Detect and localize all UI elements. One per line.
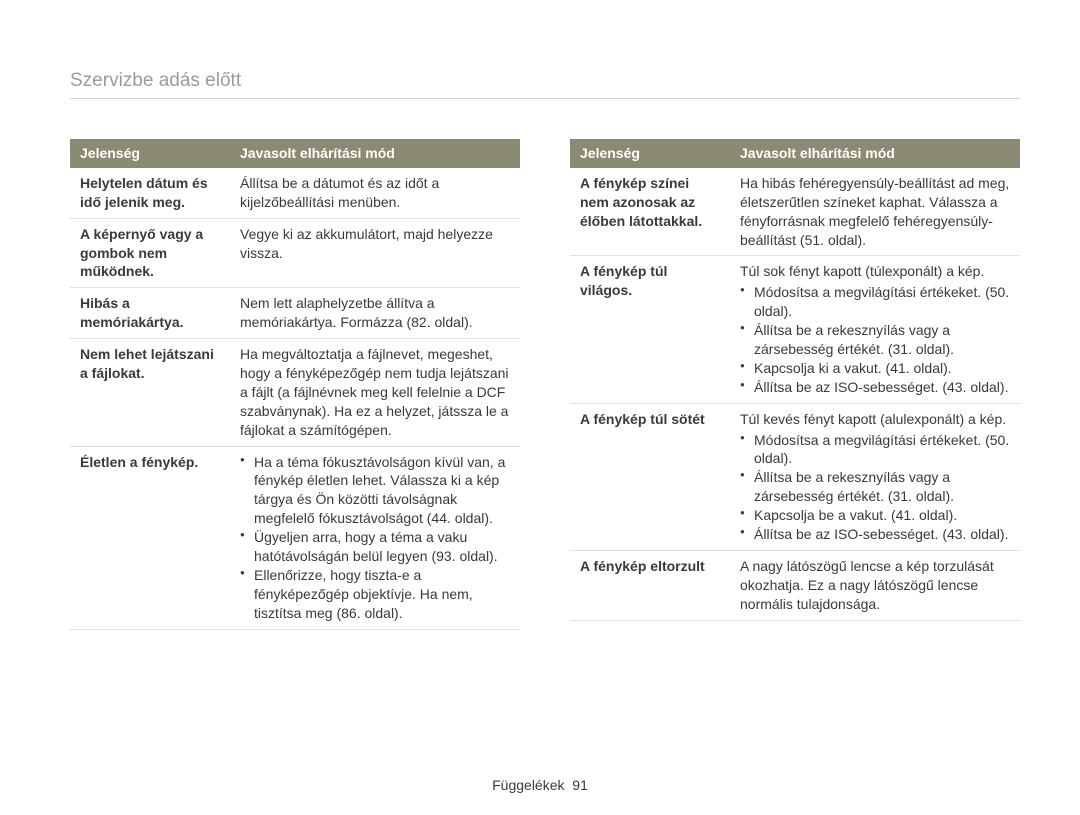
remedy-text: Nem lett alaphelyzetbe állítva a memória… xyxy=(240,294,510,332)
remedy-cell: Ha megváltoztatja a fájlnevet, megeshet,… xyxy=(230,339,520,446)
remedy-text: Állítsa be a dátumot és az időt a kijelz… xyxy=(240,174,510,212)
table-row: A képernyő vagy a gombok nem működnek. Ve… xyxy=(70,218,520,288)
footer-page-number: 91 xyxy=(572,777,588,793)
list-item: Kapcsolja be a vakut. (41. oldal). xyxy=(740,506,1010,525)
troubleshoot-table-left: Jelenség Javasolt elhárítási mód Helytel… xyxy=(70,139,520,630)
list-item: Állítsa be az ISO-sebességet. (43. oldal… xyxy=(740,525,1010,544)
remedy-list: Ha a téma fókusztávolságon kívül van, a … xyxy=(240,453,510,623)
right-column: Jelenség Javasolt elhárítási mód A fényk… xyxy=(570,139,1020,630)
footer-label: Függelékek xyxy=(492,777,564,793)
table-row: Hibás a memóriakártya. Nem lett alaphelyz… xyxy=(70,288,520,339)
table-row: A fénykép színei nem azonosak az élőben … xyxy=(570,168,1020,256)
left-column: Jelenség Javasolt elhárítási mód Helytel… xyxy=(70,139,520,630)
remedy-text: A nagy látószögű lencse a kép torzulását… xyxy=(740,557,1010,614)
list-item: Módosítsa a megvilágítási értékeket. (50… xyxy=(740,283,1010,321)
symptom-cell: Helytelen dátum és idő jelenik meg. xyxy=(70,168,230,218)
list-item: Állítsa be a rekesznyílás vagy a zársebe… xyxy=(740,321,1010,359)
remedy-text: Vegye ki az akkumulátort, majd helyezze … xyxy=(240,225,510,263)
symptom-cell: A képernyő vagy a gombok nem működnek. xyxy=(70,218,230,288)
table-row: Nem lehet lejátszani a fájlokat.Ha megvá… xyxy=(70,339,520,446)
symptom-cell: A fénykép túl világos. xyxy=(570,256,730,403)
remedy-intro: Túl sok fényt kapott (túlexponált) a kép… xyxy=(740,262,1010,281)
list-item: Állítsa be a rekesznyílás vagy a zársebe… xyxy=(740,468,1010,506)
remedy-cell: Túl sok fényt kapott (túlexponált) a kép… xyxy=(730,256,1020,403)
troubleshoot-table-right: Jelenség Javasolt elhárítási mód A fényk… xyxy=(570,139,1020,621)
table-row: A fénykép túl sötét Túl kevés fényt kapot… xyxy=(570,403,1020,550)
remedy-text: Ha megváltoztatja a fájlnevet, megeshet,… xyxy=(240,345,510,439)
list-item: Kapcsolja ki a vakut. (41. oldal). xyxy=(740,359,1010,378)
table-row: A fénykép eltorzultA nagy látószögű lenc… xyxy=(570,550,1020,620)
col-header-remedy: Javasolt elhárítási mód xyxy=(230,139,520,168)
document-page: Szervizbe adás előtt Jelenség Javasolt e… xyxy=(0,0,1080,815)
remedy-cell: Túl kevés fényt kapott (alulexponált) a … xyxy=(730,403,1020,550)
list-item: Módosítsa a megvilágítási értékeket. (50… xyxy=(740,431,1010,469)
remedy-cell: A nagy látószögű lencse a kép torzulását… xyxy=(730,550,1020,620)
col-header-symptom: Jelenség xyxy=(570,139,730,168)
col-header-symptom: Jelenség xyxy=(70,139,230,168)
list-item: Ügyeljen arra, hogy a téma a vaku hatótá… xyxy=(240,528,510,566)
col-header-remedy: Javasolt elhárítási mód xyxy=(730,139,1020,168)
title-rule xyxy=(70,98,1020,99)
remedy-cell: Vegye ki az akkumulátort, majd helyezze … xyxy=(230,218,520,288)
page-footer: Függelékek 91 xyxy=(0,777,1080,793)
symptom-cell: A fénykép színei nem azonosak az élőben … xyxy=(570,168,730,256)
remedy-text: Ha hibás fehéregyensúly-beállítást ad me… xyxy=(740,174,1010,250)
remedy-cell: Ha hibás fehéregyensúly-beállítást ad me… xyxy=(730,168,1020,256)
list-item: Állítsa be az ISO-sebességet. (43. oldal… xyxy=(740,378,1010,397)
symptom-cell: Életlen a fénykép. xyxy=(70,446,230,629)
symptom-cell: A fénykép eltorzult xyxy=(570,550,730,620)
remedy-cell: Ha a téma fókusztávolságon kívül van, a … xyxy=(230,446,520,629)
remedy-list: Módosítsa a megvilágítási értékeket. (50… xyxy=(740,431,1010,544)
remedy-cell: Nem lett alaphelyzetbe állítva a memória… xyxy=(230,288,520,339)
table-row: Életlen a fénykép.Ha a téma fókusztávols… xyxy=(70,446,520,629)
list-item: Ellenőrizze, hogy tiszta-e a fényképezőg… xyxy=(240,566,510,623)
symptom-cell: Nem lehet lejátszani a fájlokat. xyxy=(70,339,230,446)
remedy-intro: Túl kevés fényt kapott (alulexponált) a … xyxy=(740,410,1010,429)
list-item: Ha a téma fókusztávolságon kívül van, a … xyxy=(240,453,510,529)
remedy-list: Módosítsa a megvilágítási értékeket. (50… xyxy=(740,283,1010,396)
table-row: Helytelen dátum és idő jelenik meg. Állít… xyxy=(70,168,520,218)
page-title: Szervizbe adás előtt xyxy=(70,70,1020,92)
content-columns: Jelenség Javasolt elhárítási mód Helytel… xyxy=(70,139,1020,630)
symptom-cell: Hibás a memóriakártya. xyxy=(70,288,230,339)
table-row: A fénykép túl világos. Túl sok fényt kapo… xyxy=(570,256,1020,403)
symptom-cell: A fénykép túl sötét xyxy=(570,403,730,550)
remedy-cell: Állítsa be a dátumot és az időt a kijelz… xyxy=(230,168,520,218)
